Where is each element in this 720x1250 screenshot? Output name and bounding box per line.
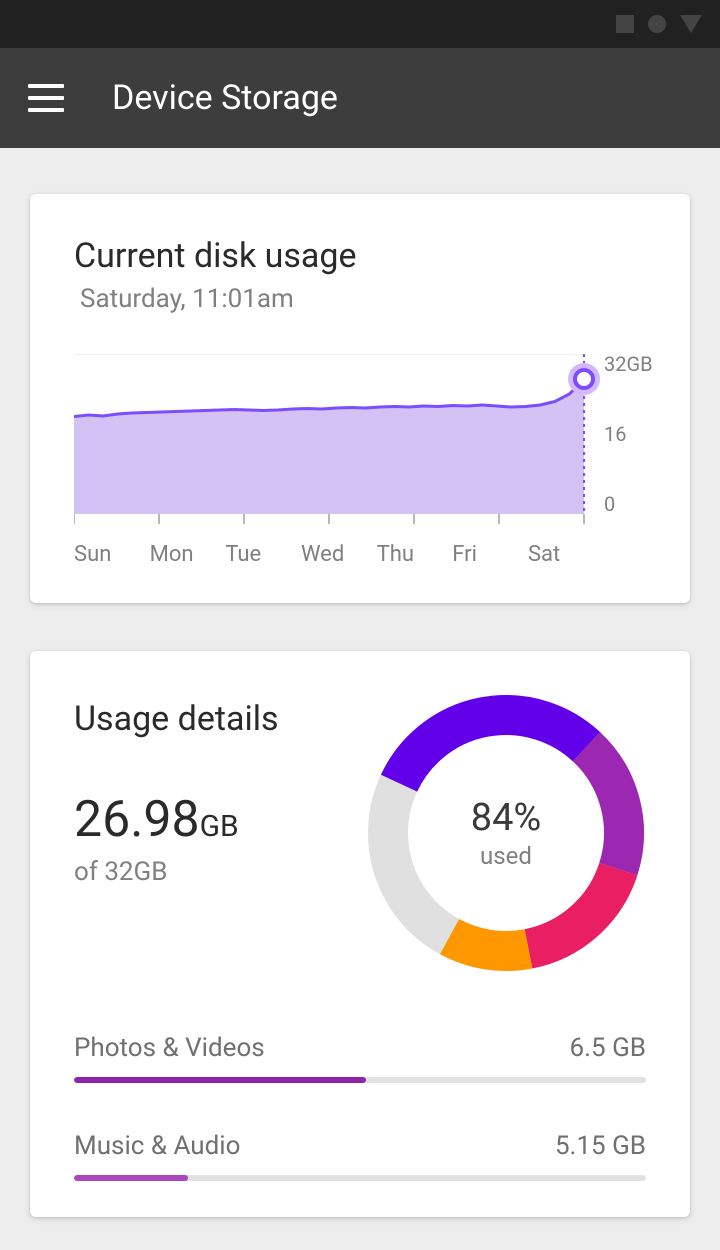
x-axis-label: Wed xyxy=(301,542,361,567)
category-list: Photos & Videos 6.5 GB Music & Audio 5.1… xyxy=(74,1033,646,1181)
x-axis-label: Thu xyxy=(377,542,437,567)
category-bar-fill xyxy=(74,1077,366,1083)
disk-usage-chart: 32GB160 xyxy=(74,354,646,528)
status-triangle-icon xyxy=(680,15,702,33)
app-bar: Device Storage xyxy=(0,48,720,148)
category-size: 6.5 GB xyxy=(570,1033,646,1063)
disk-usage-card: Current disk usage Saturday, 11:01am 32G… xyxy=(30,194,690,603)
category-label: Music & Audio xyxy=(74,1131,240,1161)
x-axis-label: Fri xyxy=(452,542,512,567)
category-row[interactable]: Music & Audio 5.15 GB xyxy=(74,1131,646,1181)
status-circle-icon xyxy=(648,15,666,33)
category-bar-fill xyxy=(74,1175,188,1181)
page-title: Device Storage xyxy=(112,78,338,118)
donut-percent: 84% xyxy=(471,796,542,840)
y-axis-label: 32GB xyxy=(604,354,656,374)
x-axis-label: Sat xyxy=(528,542,588,567)
usage-donut-chart: 84% used xyxy=(366,693,646,973)
category-bar xyxy=(74,1175,646,1181)
category-label: Photos & Videos xyxy=(74,1033,265,1063)
chart-x-axis: Sun Mon Tue Wed Thu Fri Sat xyxy=(74,542,646,567)
y-axis-label: 0 xyxy=(604,494,656,514)
usage-value: 26.98 xyxy=(74,791,200,849)
x-axis-label: Sun xyxy=(74,542,134,567)
disk-card-title: Current disk usage xyxy=(74,236,646,276)
category-bar xyxy=(74,1077,646,1083)
disk-card-subtitle: Saturday, 11:01am xyxy=(74,284,646,314)
x-axis-label: Tue xyxy=(225,542,285,567)
x-axis-label: Mon xyxy=(150,542,210,567)
usage-card-title: Usage details xyxy=(74,699,279,739)
donut-used-label: used xyxy=(480,842,532,870)
category-row[interactable]: Photos & Videos 6.5 GB xyxy=(74,1033,646,1083)
page-content: Current disk usage Saturday, 11:01am 32G… xyxy=(0,148,720,1217)
status-bar xyxy=(0,0,720,48)
status-square-icon xyxy=(616,15,634,33)
y-axis-label: 16 xyxy=(604,424,656,444)
usage-details-card: Usage details 26.98GB of 32GB 84% used P… xyxy=(30,651,690,1217)
category-size: 5.15 GB xyxy=(555,1131,646,1161)
usage-unit: GB xyxy=(200,809,239,844)
chart-y-axis: 32GB 16 0 xyxy=(596,354,656,514)
usage-of-text: of 32GB xyxy=(74,857,279,887)
area-chart-svg xyxy=(74,354,644,528)
menu-button[interactable] xyxy=(28,84,64,112)
